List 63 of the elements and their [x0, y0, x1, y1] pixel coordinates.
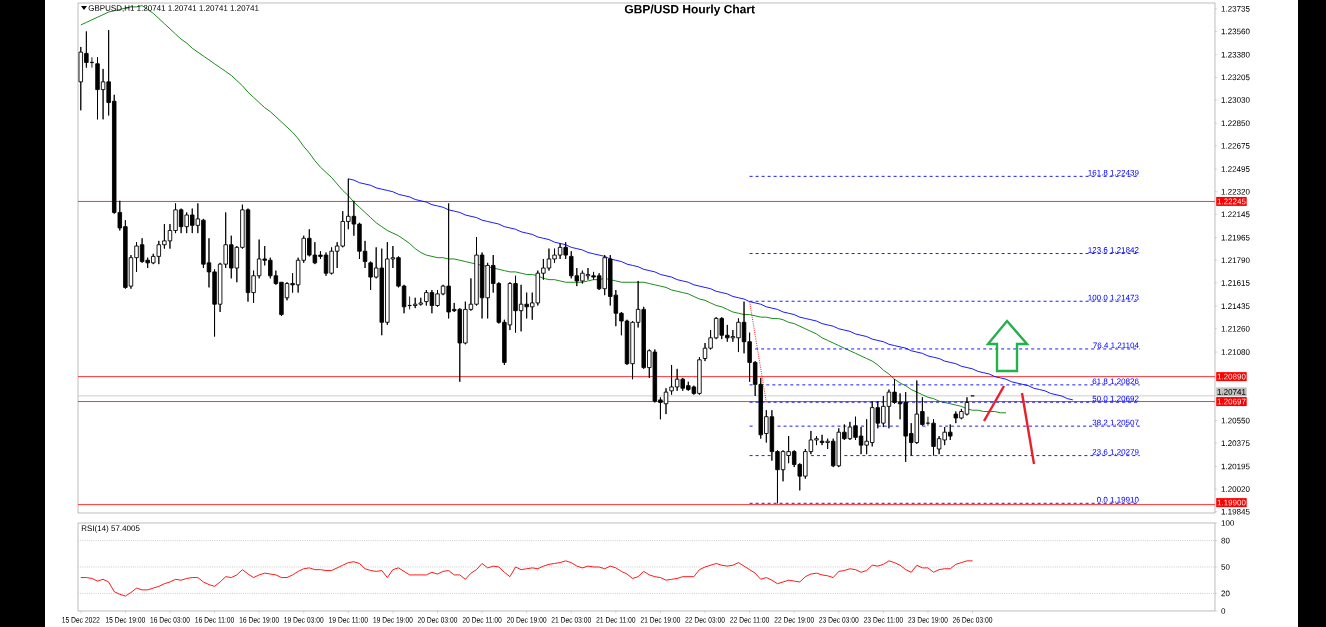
series-label: 76.4 1.21104 [1093, 342, 1139, 349]
y-tick-label: 1.21965 [1221, 234, 1250, 241]
y-tick-label: 1.23030 [1221, 97, 1250, 103]
y-tick-label: 1.22495 [1221, 166, 1250, 172]
series-label: 123.6 1.21842 [1088, 247, 1139, 253]
y-tick-label: 1.19845 [1221, 508, 1250, 515]
ref-line-label: 1.19900 [1217, 499, 1246, 506]
x-tick-label: 21 Dec 11:00 [596, 617, 636, 623]
ref-line-label: 1.20741 [1217, 389, 1246, 395]
x-tick-label: 21 Dec 19:00 [640, 617, 681, 623]
y-tick-label: 1.21790 [1221, 257, 1250, 264]
y-tick-label: 1.23205 [1221, 74, 1250, 81]
y-tick-label: 1.20375 [1221, 440, 1250, 447]
y-tick-label: 1.22675 [1221, 143, 1250, 149]
series-label: 38.2 1.20507 [1092, 419, 1139, 426]
x-tick-label: 20 Dec 11:00 [462, 617, 502, 623]
ref-line-label: 1.20890 [1217, 373, 1246, 380]
annotation: RSI(14) 57.4005 [81, 525, 140, 533]
y-tick-label: 1.20195 [1221, 463, 1250, 470]
y-tick-label: 1.21260 [1221, 325, 1250, 332]
x-tick-label: 22 Dec 11:00 [730, 617, 770, 623]
x-tick-label: 19 Dec 11:00 [329, 617, 368, 623]
x-tick-label: 16 Dec 03:00 [150, 617, 190, 623]
y-tick-label: 20 [1221, 590, 1230, 597]
y-tick-label: 80 [1221, 537, 1230, 544]
x-tick-label: 23 Dec 19:00 [908, 617, 948, 623]
y-tick-label: 1.22320 [1221, 188, 1250, 195]
x-tick-label: 22 Dec 19:00 [774, 617, 814, 623]
y-tick-label: 50 [1221, 564, 1230, 570]
y-tick-label: 100 [1221, 520, 1235, 526]
y-tick-label: 1.22850 [1221, 120, 1250, 127]
x-tick-label: 15 Dec 2022 [62, 617, 100, 623]
ref-line-label: 1.20697 [1217, 398, 1246, 405]
series-label: 50.0 1.20692 [1092, 395, 1139, 402]
x-tick-label: 16 Dec 11:00 [195, 617, 235, 623]
x-tick-label: 23 Dec 03:00 [819, 617, 859, 623]
ref-line-label: 1.22245 [1217, 198, 1246, 205]
y-tick-label: 1.21435 [1221, 303, 1250, 309]
y-tick-label: 1.23380 [1221, 51, 1250, 58]
x-tick-label: 26 Dec 03:00 [952, 617, 993, 623]
y-tick-label: 1.22145 [1221, 211, 1250, 218]
x-tick-label: 20 Dec 03:00 [417, 617, 458, 623]
series-label: 0.0 1.19910 [1097, 496, 1139, 503]
y-tick-label: 1.20020 [1221, 486, 1250, 492]
y-tick-label: 1.21080 [1221, 349, 1250, 355]
x-tick-label: 19 Dec 03:00 [284, 617, 324, 623]
series-label: 23.6 1.20279 [1092, 449, 1139, 455]
y-tick-label: 1.21615 [1221, 280, 1250, 286]
x-tick-label: 20 Dec 19:00 [507, 617, 547, 623]
series-label: 100.0 1.21473 [1088, 294, 1139, 301]
x-tick-label: 15 Dec 19:00 [105, 617, 146, 623]
series-label: 61.8 1.20826 [1092, 378, 1139, 385]
x-tick-label: 19 Dec 19:00 [373, 617, 413, 623]
y-tick-label: 0 [1221, 608, 1226, 614]
x-tick-label: 21 Dec 03:00 [551, 617, 591, 623]
y-tick-label: 1.23560 [1221, 28, 1250, 35]
x-tick-label: 16 Dec 19:00 [239, 617, 279, 623]
x-tick-label: 22 Dec 03:00 [685, 617, 725, 623]
y-tick-label: 1.20550 [1221, 417, 1250, 424]
series-label: 161.8 1.22439 [1088, 169, 1139, 176]
chart-title: GBP/USD Hourly Chart [624, 4, 755, 16]
x-tick-label: 23 Dec 11:00 [863, 617, 903, 623]
y-tick-label: 1.23735 [1221, 5, 1250, 12]
